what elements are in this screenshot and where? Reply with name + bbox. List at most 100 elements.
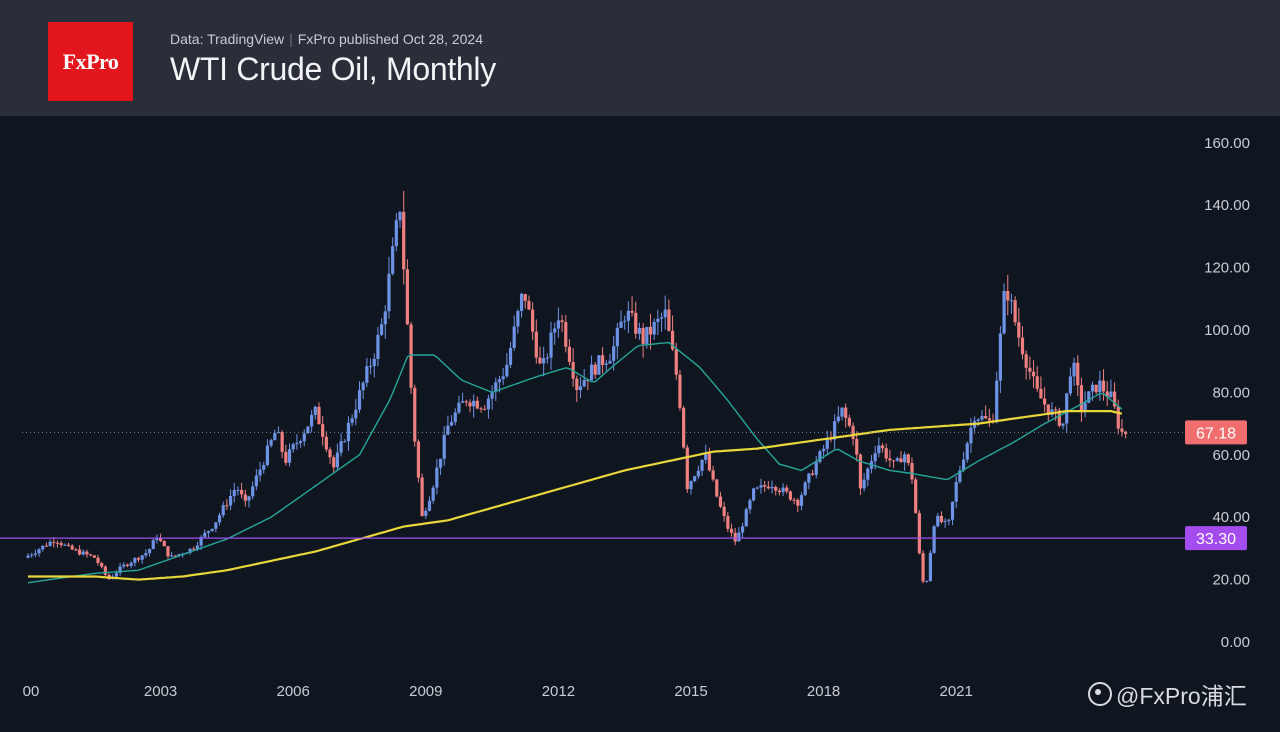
candle-body	[538, 357, 542, 364]
candle	[494, 377, 498, 402]
candle-body	[932, 526, 936, 553]
candle-body	[1112, 391, 1117, 407]
candle-body	[55, 542, 60, 544]
candle-body	[449, 421, 454, 426]
candle-body	[604, 363, 608, 365]
candle-body	[1065, 393, 1069, 424]
candle	[306, 426, 310, 434]
candle-body	[1017, 322, 1021, 338]
current-price-label-text: 67.18	[1196, 425, 1236, 442]
candle-body	[324, 436, 328, 450]
candle-body	[965, 443, 969, 460]
candle	[413, 384, 417, 447]
candle	[166, 546, 170, 559]
candle-body	[1006, 290, 1010, 301]
candle-body	[803, 482, 807, 496]
candle	[324, 431, 328, 453]
candle-body	[435, 467, 439, 488]
candle	[961, 451, 966, 473]
candle	[391, 237, 395, 276]
candle	[442, 425, 446, 466]
candle-body	[891, 460, 896, 462]
candle	[531, 302, 535, 341]
candlestick-chart[interactable]: 160.00 140.00 120.00 100.00 80.00 60.00 40.00 2…	[0, 116, 1280, 732]
chart-title: WTI Crude Oil, Monthly	[170, 51, 496, 87]
candle-body	[1061, 423, 1065, 426]
candle-body	[844, 407, 848, 418]
candle	[766, 480, 770, 490]
candle-body	[420, 477, 424, 516]
candle-body	[343, 441, 347, 443]
candle	[243, 489, 247, 507]
candle	[424, 507, 428, 519]
candle	[965, 441, 969, 463]
y-tick-label: 40.00	[1212, 509, 1250, 526]
candle	[729, 523, 734, 537]
candle	[615, 323, 619, 360]
candle	[26, 553, 30, 559]
candle-body	[961, 459, 966, 471]
candle-body	[593, 364, 597, 375]
candle	[722, 501, 726, 522]
candle-body	[1098, 380, 1102, 393]
candle-body	[564, 322, 568, 347]
candle-body	[313, 406, 317, 416]
candle	[586, 379, 590, 391]
candle	[553, 322, 557, 345]
candle-body	[733, 532, 737, 542]
candle	[361, 381, 365, 400]
candle-body	[446, 425, 450, 435]
candle-body	[652, 321, 656, 335]
candle-body	[925, 581, 929, 583]
candle	[512, 315, 516, 351]
candle-body	[192, 548, 196, 550]
candle	[409, 321, 413, 394]
candle	[365, 357, 369, 388]
candle	[700, 459, 704, 476]
candle	[796, 498, 800, 513]
candle-body	[903, 454, 907, 463]
candle	[287, 443, 292, 467]
candle-body	[1039, 388, 1043, 399]
candle	[37, 548, 41, 557]
header: FxPro Data: TradingView | FxPro published …	[0, 0, 1280, 116]
candle-body	[645, 326, 649, 344]
y-tick-label: 140.00	[1204, 197, 1250, 214]
candle	[103, 565, 107, 578]
candle-body	[398, 211, 402, 221]
candle-body	[214, 522, 218, 529]
candle	[339, 433, 343, 457]
separator: |	[289, 31, 293, 47]
candle-body	[877, 445, 881, 454]
candle-body	[438, 458, 443, 468]
candle	[490, 385, 494, 410]
candle	[228, 489, 233, 511]
candle	[298, 439, 303, 448]
candle	[427, 496, 432, 512]
candle	[1017, 308, 1021, 347]
candle-body	[475, 400, 479, 409]
candle-body	[357, 390, 362, 410]
candle	[995, 371, 999, 424]
candle	[936, 513, 940, 528]
candle-body	[335, 452, 339, 468]
candle-body	[133, 558, 137, 563]
candle-body	[48, 541, 52, 546]
candle	[545, 353, 549, 364]
candle	[486, 394, 491, 419]
candle	[818, 449, 822, 464]
candle	[457, 395, 461, 415]
candle	[987, 408, 991, 428]
candle	[921, 550, 925, 584]
candle	[825, 430, 829, 456]
candle	[943, 518, 947, 528]
candle-body	[1068, 376, 1072, 394]
candle	[52, 537, 56, 548]
candle	[925, 580, 929, 583]
candle-body	[44, 545, 49, 547]
candle-body	[748, 500, 752, 510]
candle-body	[453, 412, 457, 422]
candle	[597, 355, 601, 376]
candle	[1024, 350, 1028, 380]
candle	[950, 501, 955, 526]
